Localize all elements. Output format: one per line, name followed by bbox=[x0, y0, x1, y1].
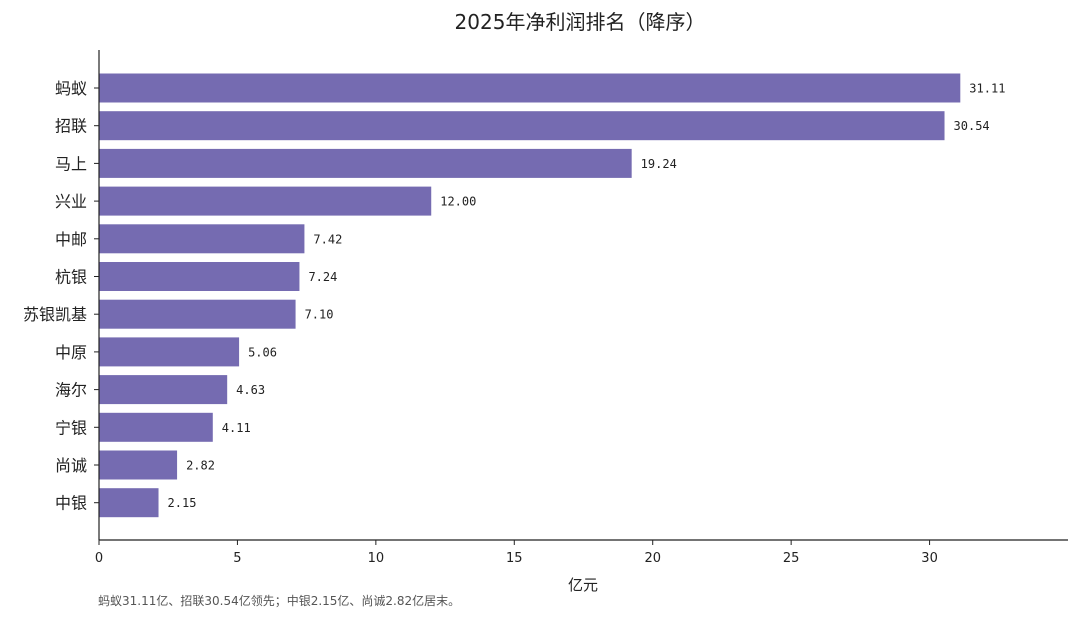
value-label-8: 4.63 bbox=[236, 383, 265, 397]
chart-title: 2025年净利润排名（降序） bbox=[455, 10, 706, 34]
category-label-1: 招联 bbox=[55, 117, 87, 136]
category-label-0: 蚂蚁 bbox=[55, 79, 87, 98]
bar-5 bbox=[99, 262, 300, 291]
category-label-5: 杭银 bbox=[55, 268, 87, 287]
x-tick-label-5: 25 bbox=[783, 551, 800, 566]
category-label-7: 中原 bbox=[55, 343, 87, 362]
value-label-11: 2.15 bbox=[168, 496, 197, 510]
x-tick-label-4: 20 bbox=[644, 551, 661, 566]
bar-10 bbox=[99, 450, 178, 480]
bar-0 bbox=[99, 73, 961, 103]
value-label-1: 30.54 bbox=[954, 119, 990, 133]
bar-8 bbox=[99, 375, 228, 405]
x-tick-label-3: 15 bbox=[506, 551, 523, 566]
category-label-4: 中邮 bbox=[55, 230, 87, 249]
bar-6 bbox=[99, 299, 296, 329]
x-axis-title: 亿元 bbox=[568, 576, 598, 594]
bar-4 bbox=[99, 224, 305, 254]
bar-3 bbox=[99, 186, 432, 216]
category-label-11: 中银 bbox=[55, 494, 87, 513]
category-label-8: 海尔 bbox=[55, 381, 87, 400]
category-label-2: 马上 bbox=[55, 154, 87, 173]
bar-1 bbox=[99, 111, 945, 141]
x-tick-label-1: 5 bbox=[233, 551, 241, 566]
value-label-6: 7.10 bbox=[305, 308, 334, 322]
value-label-7: 5.06 bbox=[248, 345, 277, 359]
x-tick-label-0: 0 bbox=[95, 551, 103, 566]
bar-2 bbox=[99, 148, 632, 178]
category-label-3: 兴业 bbox=[55, 192, 87, 211]
chart-footnote: 蚂蚁31.11亿、招联30.54亿领先；中银2.15亿、尚诚2.82亿居末。 bbox=[98, 593, 460, 608]
value-label-10: 2.82 bbox=[186, 459, 215, 473]
bar-9 bbox=[99, 412, 213, 442]
category-label-10: 尚诚 bbox=[55, 456, 87, 475]
value-label-4: 7.42 bbox=[313, 232, 342, 246]
value-label-0: 31.11 bbox=[969, 82, 1005, 96]
bar-11 bbox=[99, 488, 159, 518]
bar-7 bbox=[99, 337, 240, 367]
category-label-6: 苏银凯基 bbox=[23, 305, 87, 324]
bars-layer: 31.11 30.54 19.24 12.00 7.42 7.24 7.10 5.06 4.63… bbox=[99, 73, 1005, 518]
value-label-3: 12.00 bbox=[440, 195, 476, 209]
category-label-9: 宁银 bbox=[55, 418, 87, 437]
x-tick-label-2: 10 bbox=[368, 551, 385, 566]
x-tick-label-6: 30 bbox=[921, 551, 938, 566]
value-label-9: 4.11 bbox=[222, 421, 251, 435]
value-label-2: 19.24 bbox=[641, 157, 677, 171]
value-label-5: 7.24 bbox=[308, 270, 337, 284]
